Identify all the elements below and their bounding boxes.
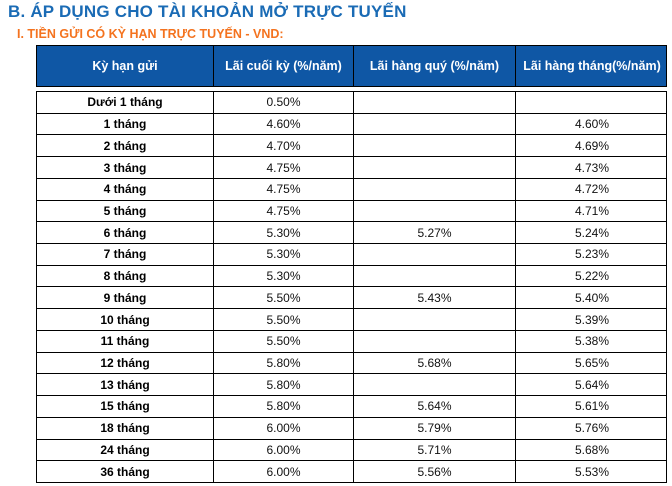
table-row: 3 tháng 4.75% 4.73% [37,156,666,178]
cell-monthly-rate: 4.73% [574,160,610,175]
section-subtitle: I. TIỀN GỬI CÓ KỲ HẠN TRỰC TUYẾN - VND: [17,27,284,41]
cell-monthly-rate: 5.24% [574,225,610,240]
cell-quarterly-rate [354,92,516,113]
cell-monthly-rate: 4.71% [574,203,610,218]
page-title: B. ÁP DỤNG CHO TÀI KHOẢN MỞ TRỰC TUYẾN [8,2,407,21]
cell-term: 2 tháng [37,135,214,157]
cell-term: 18 tháng [37,417,214,439]
rates-table-header: Kỳ hạn gửi Lãi cuối kỳ (%/năm) Lãi hàng … [36,45,667,87]
cell-quarterly-rate [354,374,516,396]
cell-quarterly-rate: 5.68% [354,352,516,374]
table-row: 24 tháng 6.00% 5.71% 5.68% [37,438,666,461]
header-cell-quarterly: Lãi hàng quý (%/năm) [354,46,516,86]
cell-monthly-rate: 5.23% [574,247,610,262]
cell-end-of-term-rate: 4.75% [214,157,354,178]
cell-end-of-term-rate: 0.50% [214,92,354,113]
cell-quarterly-rate [354,200,516,222]
cell-monthly-rate [516,92,668,113]
cell-term: 6 tháng [37,222,214,244]
cell-quarterly-rate: 5.27% [354,222,516,244]
cell-monthly-rate: 5.40% [574,290,610,305]
cell-monthly-rate: 5.61% [574,399,610,414]
cell-quarterly-rate [354,178,516,200]
table-row: 8 tháng 5.30% 5.22% [37,264,666,287]
table-row: 18 tháng 6.00% 5.79% 5.76% [37,416,666,439]
cell-quarterly-rate: 5.56% [354,461,516,482]
cell-end-of-term-rate: 6.00% [214,439,354,461]
cell-quarterly-rate: 5.71% [354,439,516,461]
table-row: 36 tháng 6.00% 5.56% 5.53% [37,460,666,482]
rates-table-body: Dưới 1 tháng 0.50% 1 tháng 4.60% 4.60% 2 thán… [36,91,667,483]
cell-term: 36 tháng [37,461,214,482]
cell-quarterly-rate [354,157,516,178]
table-row: 4 tháng 4.75% 4.72% [37,177,666,200]
cell-quarterly-rate [354,309,516,330]
table-row: 1 tháng 4.60% 4.60% [37,112,666,135]
cell-monthly-rate: 4.60% [574,117,610,132]
cell-end-of-term-rate: 4.75% [214,200,354,222]
cell-end-of-term-rate: 4.60% [214,113,354,135]
cell-monthly-rate: 5.22% [574,269,610,284]
cell-monthly-rate: 5.65% [574,355,610,370]
table-row: 2 tháng 4.70% 4.69% [37,134,666,157]
cell-monthly-rate: 5.64% [574,377,610,392]
table-row: 11 tháng 5.50% 5.38% [37,329,666,352]
cell-monthly-rate: 5.53% [574,464,610,479]
cell-end-of-term-rate: 5.50% [214,287,354,309]
cell-term: 8 tháng [37,265,214,287]
header-cell-monthly: Lãi hàng tháng(%/năm) [523,59,661,73]
cell-term: 15 tháng [37,396,214,417]
cell-end-of-term-rate: 5.50% [214,309,354,330]
cell-quarterly-rate: 5.43% [354,287,516,309]
table-row: 15 tháng 5.80% 5.64% 5.61% [37,395,666,417]
cell-term: 1 tháng [37,113,214,135]
cell-monthly-rate: 5.68% [574,442,610,457]
cell-quarterly-rate [354,330,516,352]
cell-end-of-term-rate: 5.80% [214,374,354,396]
cell-quarterly-rate [354,113,516,135]
table-row: 6 tháng 5.30% 5.27% 5.24% [37,221,666,244]
table-row: Dưới 1 tháng 0.50% [37,92,666,113]
cell-term: 9 tháng [37,287,214,309]
cell-monthly-rate: 4.69% [574,138,610,153]
cell-end-of-term-rate: 5.80% [214,396,354,417]
cell-quarterly-rate [354,135,516,157]
cell-term: 13 tháng [37,374,214,396]
cell-term: 24 tháng [37,439,214,461]
cell-term: 4 tháng [37,178,214,200]
table-row: 10 tháng 5.50% 5.39% [37,308,666,330]
cell-monthly-rate: 5.39% [574,312,610,327]
table-row: 13 tháng 5.80% 5.64% [37,373,666,396]
cell-term: 5 tháng [37,200,214,222]
cell-term: 7 tháng [37,244,214,265]
table-row: 5 tháng 4.75% 4.71% [37,199,666,222]
cell-quarterly-rate: 5.64% [354,396,516,417]
cell-end-of-term-rate: 5.30% [214,244,354,265]
table-row: 7 tháng 5.30% 5.23% [37,243,666,265]
cell-term: Dưới 1 tháng [37,92,214,113]
header-cell-term: Kỳ hạn gửi [37,46,214,86]
table-row: 12 tháng 5.80% 5.68% 5.65% [37,351,666,374]
cell-term: 3 tháng [37,157,214,178]
header-cell-end-of-term: Lãi cuối kỳ (%/năm) [214,46,354,86]
cell-end-of-term-rate: 5.30% [214,265,354,287]
cell-end-of-term-rate: 6.00% [214,461,354,482]
cell-quarterly-rate [354,244,516,265]
cell-end-of-term-rate: 6.00% [214,417,354,439]
cell-end-of-term-rate: 5.30% [214,222,354,244]
cell-monthly-rate: 4.72% [574,182,610,197]
cell-term: 11 tháng [37,330,214,352]
cell-end-of-term-rate: 4.75% [214,178,354,200]
cell-term: 10 tháng [37,309,214,330]
cell-quarterly-rate: 5.79% [354,417,516,439]
cell-end-of-term-rate: 4.70% [214,135,354,157]
rates-table: Kỳ hạn gửi Lãi cuối kỳ (%/năm) Lãi hàng … [36,45,667,483]
table-row: 9 tháng 5.50% 5.43% 5.40% [37,286,666,309]
cell-term: 12 tháng [37,352,214,374]
cell-quarterly-rate [354,265,516,287]
cell-monthly-rate: 5.38% [574,334,610,349]
cell-monthly-rate: 5.76% [574,421,610,436]
cell-end-of-term-rate: 5.80% [214,352,354,374]
cell-end-of-term-rate: 5.50% [214,330,354,352]
